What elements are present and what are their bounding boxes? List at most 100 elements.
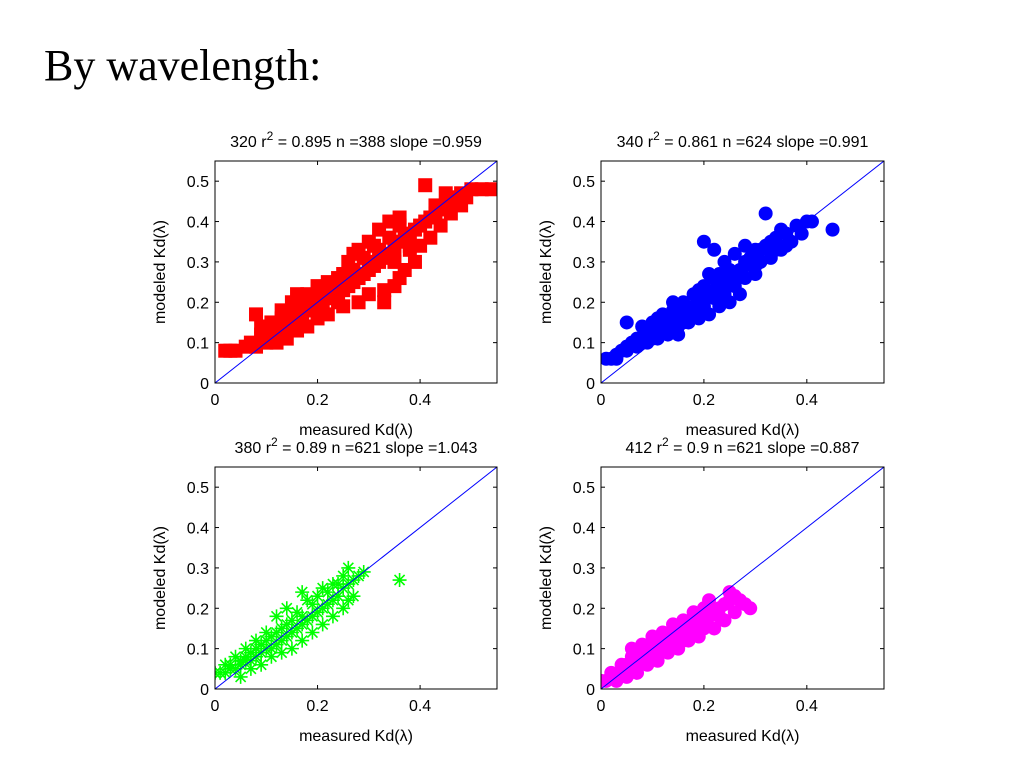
page-title: By wavelength: (44, 41, 322, 90)
data-point (259, 633, 274, 648)
data-point (254, 657, 269, 672)
y-tick-label: 0.5 (187, 174, 209, 191)
data-point (717, 283, 732, 298)
x-tick-label: 0.2 (693, 698, 715, 715)
data-point (331, 589, 346, 604)
data-point (433, 218, 448, 233)
data-point (804, 214, 819, 229)
data-point (484, 182, 497, 197)
y-tick-label: 0 (586, 376, 595, 393)
data-point (305, 625, 320, 640)
data-point (254, 327, 269, 342)
data-point (712, 609, 727, 624)
x-tick-label: 0.2 (693, 392, 715, 409)
data-point (660, 319, 675, 334)
data-point (284, 641, 299, 656)
data-point (635, 335, 650, 350)
data-point (392, 573, 407, 588)
data-point (727, 605, 742, 620)
y-tick-label: 0.4 (573, 521, 595, 538)
data-point (372, 242, 387, 257)
y-tick-label: 0.3 (187, 255, 209, 272)
y-tick-label: 0.3 (573, 561, 595, 578)
data-point (738, 597, 753, 612)
y-axis-label: modeled Kd(λ) (152, 526, 169, 630)
data-point (794, 226, 809, 241)
x-axis-label: measured Kd(λ) (299, 728, 413, 745)
data-point (779, 238, 794, 253)
data-point (320, 585, 335, 600)
y-tick-label: 0.2 (187, 295, 209, 312)
data-point (691, 609, 706, 624)
data-point (300, 593, 315, 608)
data-point (707, 291, 722, 306)
y-tick-label: 0.4 (187, 215, 209, 232)
data-point (428, 198, 443, 213)
data-point (392, 271, 407, 286)
data-point (295, 633, 310, 648)
data-point (619, 315, 634, 330)
data-point (243, 661, 258, 676)
data-point (423, 230, 438, 245)
chart-title: 340 r2 = 0.861 n =624 slope =0.991 (617, 129, 869, 151)
y-tick-label: 0.2 (187, 601, 209, 618)
y-tick-label: 0.3 (187, 561, 209, 578)
y-tick-label: 0.4 (573, 215, 595, 232)
x-tick-label: 0.4 (796, 392, 818, 409)
data-points (601, 585, 758, 688)
data-points (215, 560, 407, 684)
data-point (686, 307, 701, 322)
data-point (418, 178, 433, 193)
data-point (438, 186, 453, 201)
data-point (249, 641, 264, 656)
x-tick-label: 0 (211, 392, 220, 409)
data-point (676, 315, 691, 330)
chart-panel-340: 0 0.2 0.4 0 0.1 0.2 0.3 0.4 0.5 340 r2 = 0.861 n … (538, 129, 885, 439)
data-point (290, 605, 305, 620)
data-point (269, 609, 284, 624)
x-tick-label: 0 (597, 698, 606, 715)
data-point (269, 625, 284, 640)
data-point (758, 206, 773, 221)
data-point (702, 267, 717, 282)
reference-line (601, 161, 884, 383)
data-point (264, 649, 279, 664)
data-point (310, 589, 325, 604)
data-point (671, 327, 686, 342)
data-point (676, 295, 691, 310)
data-point (325, 577, 340, 592)
data-point (382, 230, 397, 245)
data-points (601, 206, 840, 366)
data-point (331, 295, 346, 310)
y-tick-label: 0.1 (573, 642, 595, 659)
data-point (707, 621, 722, 636)
x-axis-label: measured Kd(λ) (686, 728, 800, 745)
data-point (681, 617, 696, 632)
y-tick-label: 0.5 (573, 480, 595, 497)
y-tick-label: 0 (586, 682, 595, 699)
axes-frame (214, 466, 498, 690)
y-axis-label: modeled Kd(λ) (538, 220, 555, 324)
axes-frame (214, 160, 498, 384)
data-point (279, 617, 294, 632)
data-point (341, 275, 356, 290)
data-point (650, 311, 665, 326)
data-point (696, 621, 711, 636)
data-point (619, 343, 634, 358)
data-point (387, 254, 402, 269)
data-point (325, 609, 340, 624)
data-point (630, 665, 645, 680)
data-point (284, 307, 299, 322)
x-axis-label: measured Kd(λ) (299, 422, 413, 439)
reference-line (215, 161, 497, 383)
data-point (279, 601, 294, 616)
data-point (377, 295, 392, 310)
data-point (315, 287, 330, 302)
x-tick-label: 0.4 (409, 698, 431, 715)
data-point (676, 633, 691, 648)
data-point (712, 267, 727, 282)
data-points (218, 178, 497, 358)
y-tick-label: 0.4 (187, 521, 209, 538)
axes-frame (600, 466, 885, 690)
data-point (609, 351, 624, 366)
